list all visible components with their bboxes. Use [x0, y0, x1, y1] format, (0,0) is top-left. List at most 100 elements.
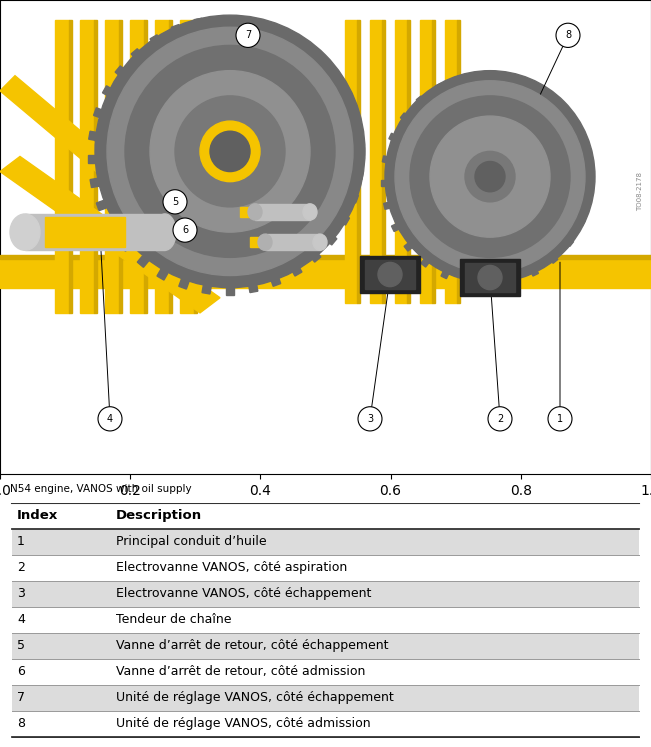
Bar	[115, 66, 126, 77]
Text: 6: 6	[17, 666, 25, 678]
Bar	[416, 96, 424, 105]
Text: 2: 2	[497, 414, 503, 424]
Bar	[303, 43, 314, 55]
Bar	[157, 269, 168, 280]
Bar	[45, 217, 125, 247]
Bar	[12, 555, 639, 581]
Text: Tendeur de chaîne: Tendeur de chaîne	[115, 613, 231, 626]
Text: 4: 4	[17, 613, 25, 626]
Bar	[400, 113, 409, 122]
Text: Electrovanne VANOS, côté aspiration: Electrovanne VANOS, côté aspiration	[115, 561, 347, 574]
Bar	[481, 72, 487, 78]
Bar	[565, 238, 574, 247]
Text: Vanne d’arrêt de retour, côté admission: Vanne d’arrêt de retour, côté admission	[115, 666, 365, 678]
Bar	[583, 150, 590, 157]
Text: 8: 8	[17, 717, 25, 731]
Circle shape	[163, 190, 187, 214]
Bar	[130, 20, 144, 313]
Bar	[365, 261, 415, 288]
Bar	[357, 20, 360, 303]
Bar	[395, 20, 407, 303]
Bar	[226, 287, 234, 295]
Text: TO08-2178: TO08-2178	[637, 173, 643, 211]
Circle shape	[175, 96, 285, 207]
Ellipse shape	[258, 234, 272, 250]
Bar	[250, 238, 268, 247]
Bar	[25, 214, 165, 250]
Bar	[348, 193, 359, 203]
Bar	[353, 123, 362, 133]
Circle shape	[556, 23, 580, 48]
Circle shape	[173, 218, 197, 242]
Ellipse shape	[154, 214, 176, 250]
Bar	[0, 255, 651, 259]
Bar	[587, 173, 593, 179]
Text: Electrovanne VANOS, côté échappement: Electrovanne VANOS, côté échappement	[115, 587, 371, 601]
Bar	[12, 633, 639, 659]
Bar	[241, 17, 250, 26]
Bar	[102, 86, 113, 97]
Circle shape	[200, 121, 260, 182]
Bar	[354, 170, 363, 179]
Text: 6: 6	[182, 225, 188, 235]
Bar	[94, 20, 97, 313]
Text: 7: 7	[17, 692, 25, 704]
Bar	[458, 75, 465, 83]
Bar	[155, 20, 169, 313]
Circle shape	[478, 265, 502, 290]
Bar	[391, 223, 400, 232]
Bar	[320, 60, 332, 71]
Bar	[291, 265, 302, 276]
Circle shape	[430, 116, 550, 238]
Bar	[169, 20, 172, 313]
Bar	[370, 20, 382, 303]
Circle shape	[465, 152, 515, 202]
Bar	[194, 18, 203, 28]
Polygon shape	[0, 75, 195, 242]
Bar	[382, 156, 389, 163]
Circle shape	[107, 27, 353, 276]
Bar	[345, 20, 357, 303]
Bar	[346, 100, 355, 111]
Bar	[179, 279, 189, 289]
Bar	[356, 147, 364, 155]
Text: 4: 4	[107, 414, 113, 424]
Bar	[12, 685, 639, 711]
Bar	[549, 255, 558, 263]
Circle shape	[378, 262, 402, 287]
Bar	[421, 258, 430, 267]
Text: 5: 5	[172, 197, 178, 207]
Bar	[577, 218, 585, 226]
Bar	[150, 35, 161, 46]
Text: Vanne d’arrêt de retour, côté échappement: Vanne d’arrêt de retour, côté échappemen…	[115, 639, 388, 652]
Text: 3: 3	[367, 414, 373, 424]
Bar	[12, 581, 639, 607]
Text: Unité de réglage VANOS, côté échappement: Unité de réglage VANOS, côté échappement	[115, 692, 393, 704]
Text: 1: 1	[17, 536, 25, 548]
Bar	[255, 204, 310, 220]
Circle shape	[210, 131, 250, 172]
Bar	[381, 179, 387, 186]
Bar	[441, 270, 449, 279]
Bar	[382, 20, 385, 303]
Bar	[180, 20, 194, 313]
Bar	[326, 234, 337, 245]
Circle shape	[95, 15, 365, 288]
Bar	[407, 20, 410, 303]
Bar	[389, 133, 397, 141]
Bar	[585, 196, 592, 203]
Bar	[88, 155, 96, 164]
Bar	[94, 108, 104, 118]
Bar	[460, 259, 520, 296]
Bar	[432, 20, 435, 303]
Bar	[503, 74, 510, 81]
Text: 3: 3	[17, 587, 25, 601]
Bar	[120, 240, 132, 251]
Bar	[105, 20, 119, 313]
Circle shape	[385, 71, 595, 282]
Bar	[335, 78, 346, 90]
Bar	[465, 264, 515, 291]
Bar	[12, 503, 639, 529]
Bar	[80, 20, 94, 313]
Text: Unité de réglage VANOS, côté admission: Unité de réglage VANOS, côté admission	[115, 717, 370, 731]
